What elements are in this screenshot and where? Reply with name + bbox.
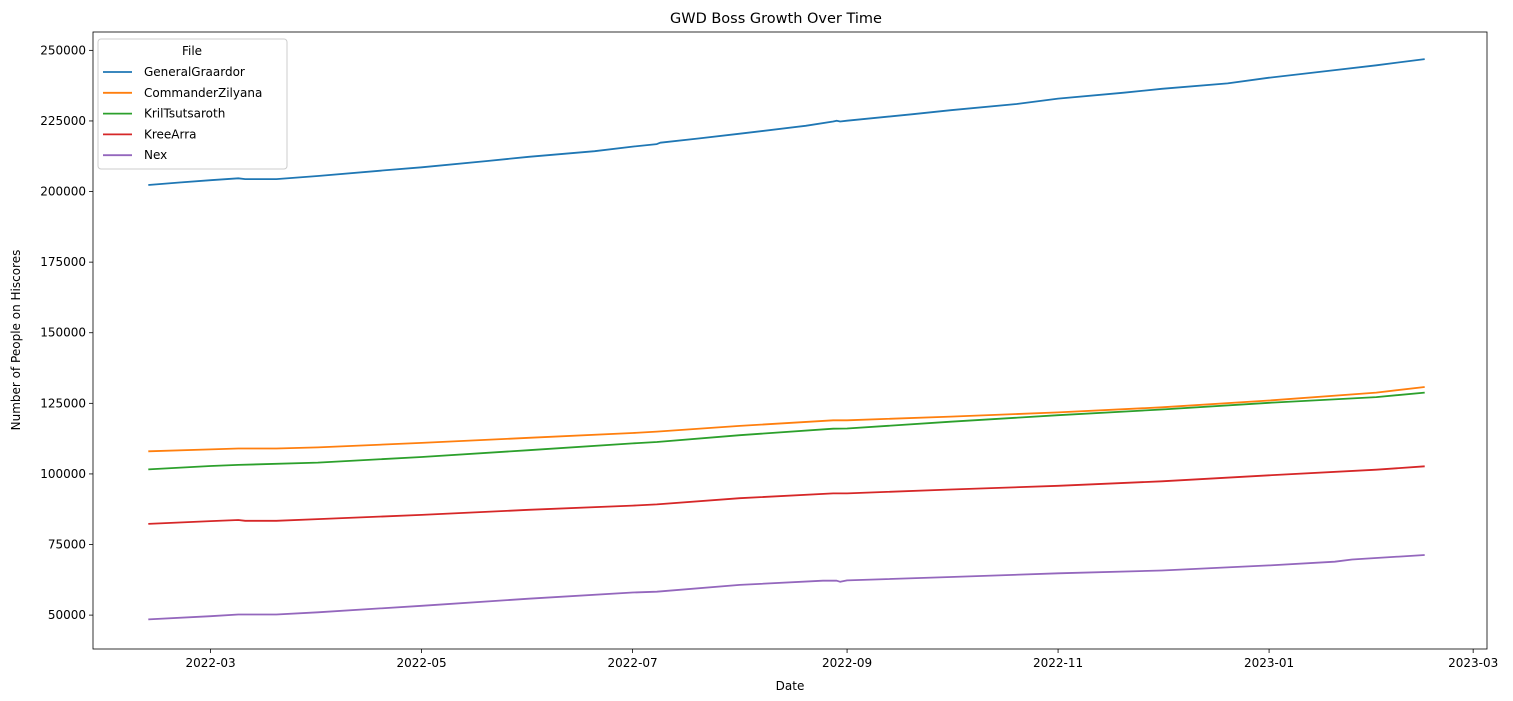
y-tick-label: 100000 <box>40 467 86 481</box>
y-tick-label: 75000 <box>48 538 86 552</box>
series-line-commanderzilyana <box>148 386 1425 453</box>
x-tick-label: 2023-03 <box>1448 656 1498 670</box>
legend-label: KrilTsutsaroth <box>144 107 225 121</box>
plot-frame <box>92 31 1488 650</box>
legend-label: GeneralGraardor <box>144 65 245 79</box>
series-line-kriltsutsaroth <box>148 391 1425 471</box>
x-tick-label: 2022-11 <box>1033 656 1083 670</box>
legend-items: GeneralGraardor CommanderZilyana KrilTsuts… <box>103 65 262 162</box>
x-axis-label: Date <box>776 679 805 693</box>
legend-title: File <box>182 44 202 58</box>
y-tick-label: 200000 <box>40 185 86 199</box>
y-tick-label: 50000 <box>48 608 86 622</box>
legend-box <box>97 38 288 170</box>
series-layer <box>148 58 1425 621</box>
series-line-kreearra <box>148 465 1425 525</box>
x-tick-label: 2022-05 <box>397 656 447 670</box>
legend-label: KreeArra <box>144 127 197 141</box>
y-tick-label: 150000 <box>40 326 86 340</box>
y-axis-label: Number of People on Hiscores <box>9 250 23 431</box>
y-tick-label: 175000 <box>40 255 86 269</box>
x-tick-label: 2022-03 <box>186 656 236 670</box>
y-axis-ticks: 50000 75000 100000 125000 150000 175000 200000… <box>40 43 93 622</box>
x-tick-label: 2022-09 <box>822 656 872 670</box>
x-tick-label: 2023-01 <box>1244 656 1294 670</box>
y-tick-label: 250000 <box>40 43 86 57</box>
y-tick-label: 125000 <box>40 396 86 410</box>
x-axis-ticks: 2022-03 2022-05 2022-07 2022-09 2022-11 2023-… <box>186 649 1498 670</box>
legend-label: Nex <box>144 148 167 162</box>
legend: File GeneralGraardor CommanderZilyana Kril… <box>97 38 288 170</box>
y-tick-label: 225000 <box>40 114 86 128</box>
series-line-generalgraardor <box>148 58 1425 186</box>
series-line-nex <box>148 554 1425 621</box>
x-tick-label: 2022-07 <box>608 656 658 670</box>
legend-label: CommanderZilyana <box>144 86 262 100</box>
chart-title: GWD Boss Growth Over Time <box>670 11 882 27</box>
plot-area: 2022-03 2022-05 2022-07 2022-09 2022-11 2023-… <box>40 31 1498 670</box>
